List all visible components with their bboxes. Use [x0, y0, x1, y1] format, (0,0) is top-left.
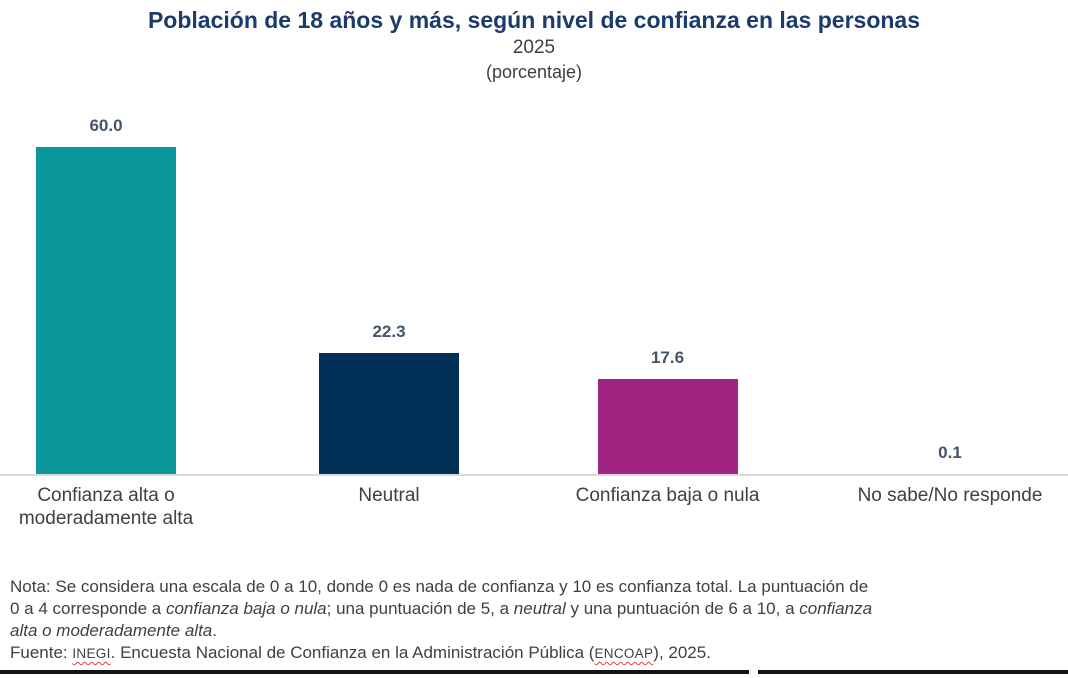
- bar: [319, 353, 459, 475]
- note-italic-term: alta o moderadamente alta: [10, 621, 213, 640]
- bar: [597, 378, 738, 475]
- x-axis-category-label: Confianza baja o nula: [575, 485, 760, 506]
- source-segment: ), 2025.: [653, 643, 711, 662]
- x-axis-line: [0, 474, 1068, 476]
- x-axis-category-label: Neutral: [358, 485, 420, 506]
- note-line: Nota: Se considera una escala de 0 a 10,…: [10, 576, 1058, 598]
- plot-area: 60.0 22.3 17.6 0.1: [0, 100, 1068, 475]
- bar-value-label: 60.0: [89, 116, 123, 135]
- source-text: Fuente: INEGI. Encuesta Nacional de Conf…: [10, 642, 1058, 665]
- x-axis-category-label: Confianza alta o moderadamente alta: [18, 485, 194, 529]
- bottom-border-left-segment: [0, 670, 749, 674]
- bar: [36, 147, 176, 475]
- bar-column: 0.1: [828, 100, 1068, 475]
- note-segment: .: [212, 621, 217, 640]
- chart-title: Población de 18 años y más, según nivel …: [147, 7, 921, 33]
- note-text: Nota: Se considera una escala de 0 a 10,…: [10, 576, 1058, 642]
- source-segment: . Encuesta Nacional de Confianza en la A…: [110, 643, 595, 662]
- bottom-border-right-segment: [758, 670, 1068, 674]
- bar-column: 60.0: [0, 100, 228, 475]
- note-segment: Nota: Se considera una escala de 0 a 10,…: [10, 577, 869, 596]
- source-acronym: ENCOAP: [594, 646, 654, 661]
- notes-block: Nota: Se considera una escala de 0 a 10,…: [10, 576, 1058, 665]
- x-axis-category-label: No sabe/No responde: [857, 485, 1043, 506]
- source-acronym: INEGI: [72, 646, 111, 661]
- note-italic-term: confianza: [799, 599, 873, 618]
- bar-column: 22.3: [267, 100, 511, 475]
- note-italic-term: confianza baja o nula: [165, 599, 327, 618]
- note-line: alta o moderadamente alta.: [10, 620, 1058, 642]
- note-segment: 0 a 4 corresponde a: [10, 599, 166, 618]
- bar-value-label: 17.6: [650, 347, 685, 367]
- note-segment: y una puntuación de 6 a 10, a: [565, 599, 800, 618]
- note-segment: ; una puntuación de 5, a: [326, 599, 514, 618]
- bar-value-label: 0.1: [938, 443, 962, 463]
- note-italic-term: neutral: [513, 599, 566, 618]
- x-axis-labels: Confianza alta o moderadamente alta Neutr…: [0, 484, 1068, 536]
- source-segment: Fuente:: [10, 643, 73, 662]
- bar-value-label: 22.3: [372, 322, 406, 342]
- chart-unit-label: (porcentaje): [485, 62, 583, 82]
- note-line: 0 a 4 corresponde a confianza baja o nul…: [10, 598, 1058, 620]
- bar-column: 17.6: [546, 100, 790, 475]
- chart-subtitle-year: 2025: [512, 37, 556, 58]
